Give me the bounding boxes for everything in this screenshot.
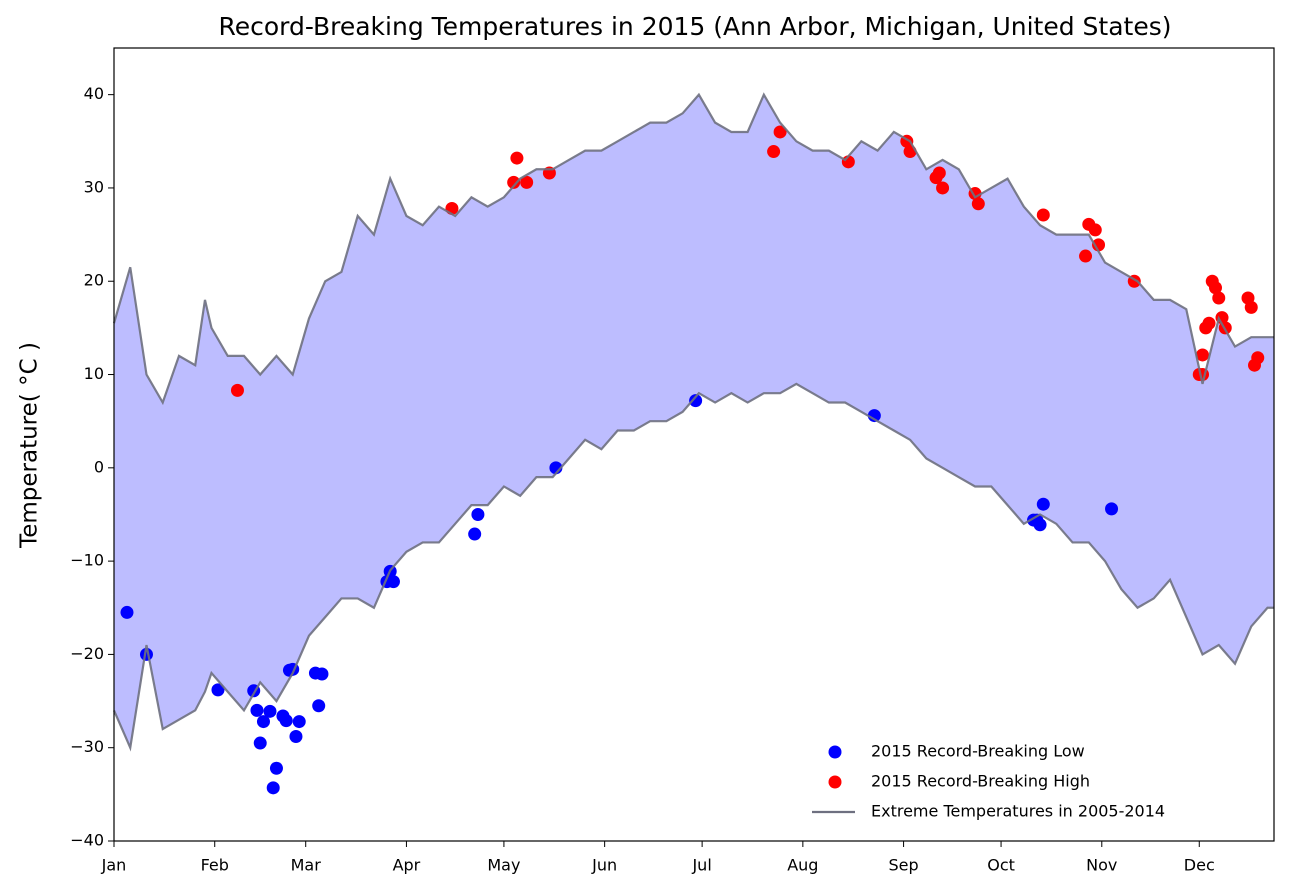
x-tick-label: Aug xyxy=(787,856,818,875)
chart-title: Record-Breaking Temperatures in 2015 (An… xyxy=(218,12,1171,41)
record-point xyxy=(1244,300,1258,314)
y-tick-label: 30 xyxy=(84,177,104,196)
legend-marker xyxy=(828,775,842,789)
record-point xyxy=(932,166,946,180)
record-point xyxy=(471,507,485,521)
y-tick-label: 0 xyxy=(94,457,104,476)
record-point xyxy=(1209,281,1223,295)
record-point xyxy=(253,736,267,750)
record-point xyxy=(520,175,534,189)
y-tick-label: −40 xyxy=(70,831,104,850)
record-point xyxy=(1036,497,1050,511)
record-point xyxy=(867,409,881,423)
extreme-line xyxy=(112,92,1274,406)
record-point xyxy=(507,175,521,189)
record-point xyxy=(1202,316,1216,330)
y-tick-label: −20 xyxy=(70,644,104,663)
record-point xyxy=(510,151,524,165)
record-point xyxy=(230,383,244,397)
x-tick-label: May xyxy=(487,856,520,875)
y-axis-label: Temperature( °C ) xyxy=(17,342,43,549)
record-point xyxy=(269,761,283,775)
record-point xyxy=(250,703,264,717)
range-fill xyxy=(114,94,1274,748)
y-tick-label: 10 xyxy=(84,364,104,383)
record-point xyxy=(1036,208,1050,222)
record-point xyxy=(936,181,950,195)
record-point xyxy=(211,683,225,697)
x-tick-label: Mar xyxy=(291,856,322,875)
record-point xyxy=(312,699,326,713)
legend-label: 2015 Record-Breaking High xyxy=(871,772,1090,791)
y-tick-label: −10 xyxy=(70,551,104,570)
y-tick-label: 20 xyxy=(84,271,104,290)
x-tick-label: Jan xyxy=(101,856,127,875)
x-tick-label: Apr xyxy=(393,856,421,875)
record-point xyxy=(386,575,400,589)
record-point xyxy=(315,667,329,681)
x-tick-label: Dec xyxy=(1184,856,1215,875)
legend-label: Extreme Temperatures in 2005-2014 xyxy=(871,802,1165,821)
record-point xyxy=(279,714,293,728)
x-tick-label: Oct xyxy=(987,856,1015,875)
x-tick-label: Nov xyxy=(1086,856,1117,875)
legend-label: 2015 Record-Breaking Low xyxy=(871,742,1085,761)
y-tick-label: 40 xyxy=(84,84,104,103)
record-point xyxy=(1088,223,1102,237)
plot-frame xyxy=(113,47,1275,842)
record-point xyxy=(767,145,781,159)
legend-marker xyxy=(828,745,842,759)
record-point xyxy=(263,704,277,718)
record-point xyxy=(1092,238,1106,252)
record-point xyxy=(971,197,985,211)
x-tick-label: Jun xyxy=(591,856,617,875)
record-point xyxy=(1105,502,1119,516)
record-point xyxy=(773,125,787,139)
record-point xyxy=(689,394,703,408)
record-point xyxy=(1196,348,1210,362)
record-point xyxy=(256,715,270,729)
record-point xyxy=(1251,351,1265,365)
x-tick-label: Feb xyxy=(201,856,229,875)
record-point xyxy=(120,605,134,619)
y-tick-label: −30 xyxy=(70,737,104,756)
record-point xyxy=(1033,518,1047,532)
record-point xyxy=(1079,249,1093,263)
record-point xyxy=(292,715,306,729)
record-point xyxy=(468,527,482,541)
x-tick-label: Jul xyxy=(691,856,711,875)
x-tick-label: Sep xyxy=(889,856,919,875)
record-point xyxy=(266,781,280,795)
record-point xyxy=(289,730,303,744)
extreme-line xyxy=(112,382,1274,752)
record-point xyxy=(1212,291,1226,305)
